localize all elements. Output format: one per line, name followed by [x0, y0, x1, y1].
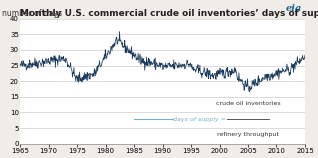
Text: Monthly U.S. commercial crude oil inventories’ days of supply  (1965-2015): Monthly U.S. commercial crude oil invent… [20, 9, 318, 18]
Text: days of supply =: days of supply = [173, 117, 225, 122]
Text: number of days: number of days [2, 9, 62, 18]
Text: eia: eia [286, 4, 302, 13]
Text: crude oil inventories: crude oil inventories [216, 101, 280, 106]
Text: refinery throughput: refinery throughput [217, 132, 279, 137]
